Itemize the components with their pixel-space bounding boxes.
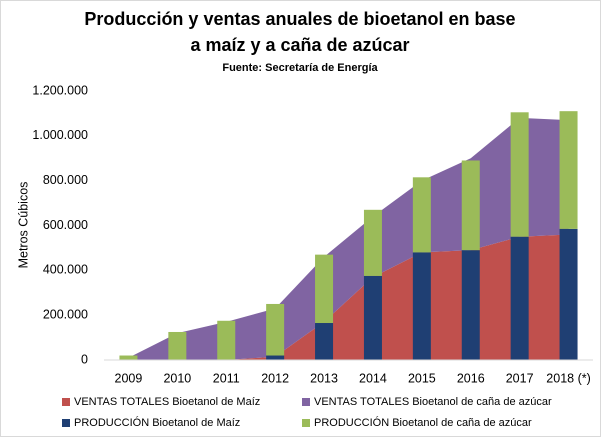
chart-title: a maíz y a caña de azúcar <box>190 35 409 55</box>
legend-label: VENTAS TOTALES Bioetanol de Maíz <box>74 396 260 408</box>
x-tick-label: 2016 <box>457 371 485 385</box>
y-tick-label: 200.000 <box>43 307 88 321</box>
bar <box>266 355 285 360</box>
y-tick-label: 0 <box>81 352 88 366</box>
y-tick-label: 400.000 <box>43 263 88 277</box>
bar <box>168 331 187 360</box>
legend-swatch <box>62 419 70 427</box>
legend-swatch <box>302 398 310 406</box>
y-tick-label: 1.000.000 <box>32 128 88 142</box>
x-tick-label: 2017 <box>506 371 534 385</box>
bar <box>510 112 529 237</box>
bar <box>461 250 480 360</box>
legend-swatch <box>62 398 70 406</box>
bar <box>412 252 431 360</box>
bar <box>412 177 431 253</box>
bar <box>559 111 578 229</box>
bar <box>119 355 138 360</box>
x-tick-label: 2014 <box>359 371 387 385</box>
legend-swatch <box>302 419 310 427</box>
bar <box>363 209 382 276</box>
chart-subtitle: Fuente: Secretaría de Energía <box>222 62 378 74</box>
y-axis-label: Metros Cúbicos <box>16 182 30 269</box>
bar <box>510 236 529 360</box>
area <box>128 234 569 360</box>
x-tick-label: 2013 <box>310 371 338 385</box>
x-tick-label: 2011 <box>213 371 240 385</box>
y-tick-label: 600.000 <box>43 218 88 232</box>
x-tick-label: 2012 <box>261 371 289 385</box>
bar <box>315 323 334 360</box>
bar <box>266 303 285 356</box>
bar <box>315 254 334 324</box>
legend-label: PRODUCCIÓN Bioetanol de Maíz <box>74 416 240 429</box>
x-tick-label: 2010 <box>163 371 191 385</box>
area <box>128 117 569 361</box>
y-tick-label: 1.200.000 <box>32 83 88 97</box>
chart-title: Producción y ventas anuales de bioetanol… <box>84 9 515 29</box>
legend-label: PRODUCCIÓN Bioetanol de caña de azúcar <box>314 416 532 429</box>
x-tick-label: 2009 <box>115 371 143 385</box>
y-tick-label: 800.000 <box>43 173 88 187</box>
x-tick-label: 2018 (*) <box>546 371 590 385</box>
bar <box>217 320 236 360</box>
bar <box>461 160 480 251</box>
legend-label: VENTAS TOTALES Bioetanol de caña de azúc… <box>314 396 552 408</box>
bar <box>559 228 578 360</box>
bar <box>363 275 382 360</box>
x-tick-label: 2015 <box>408 371 436 385</box>
